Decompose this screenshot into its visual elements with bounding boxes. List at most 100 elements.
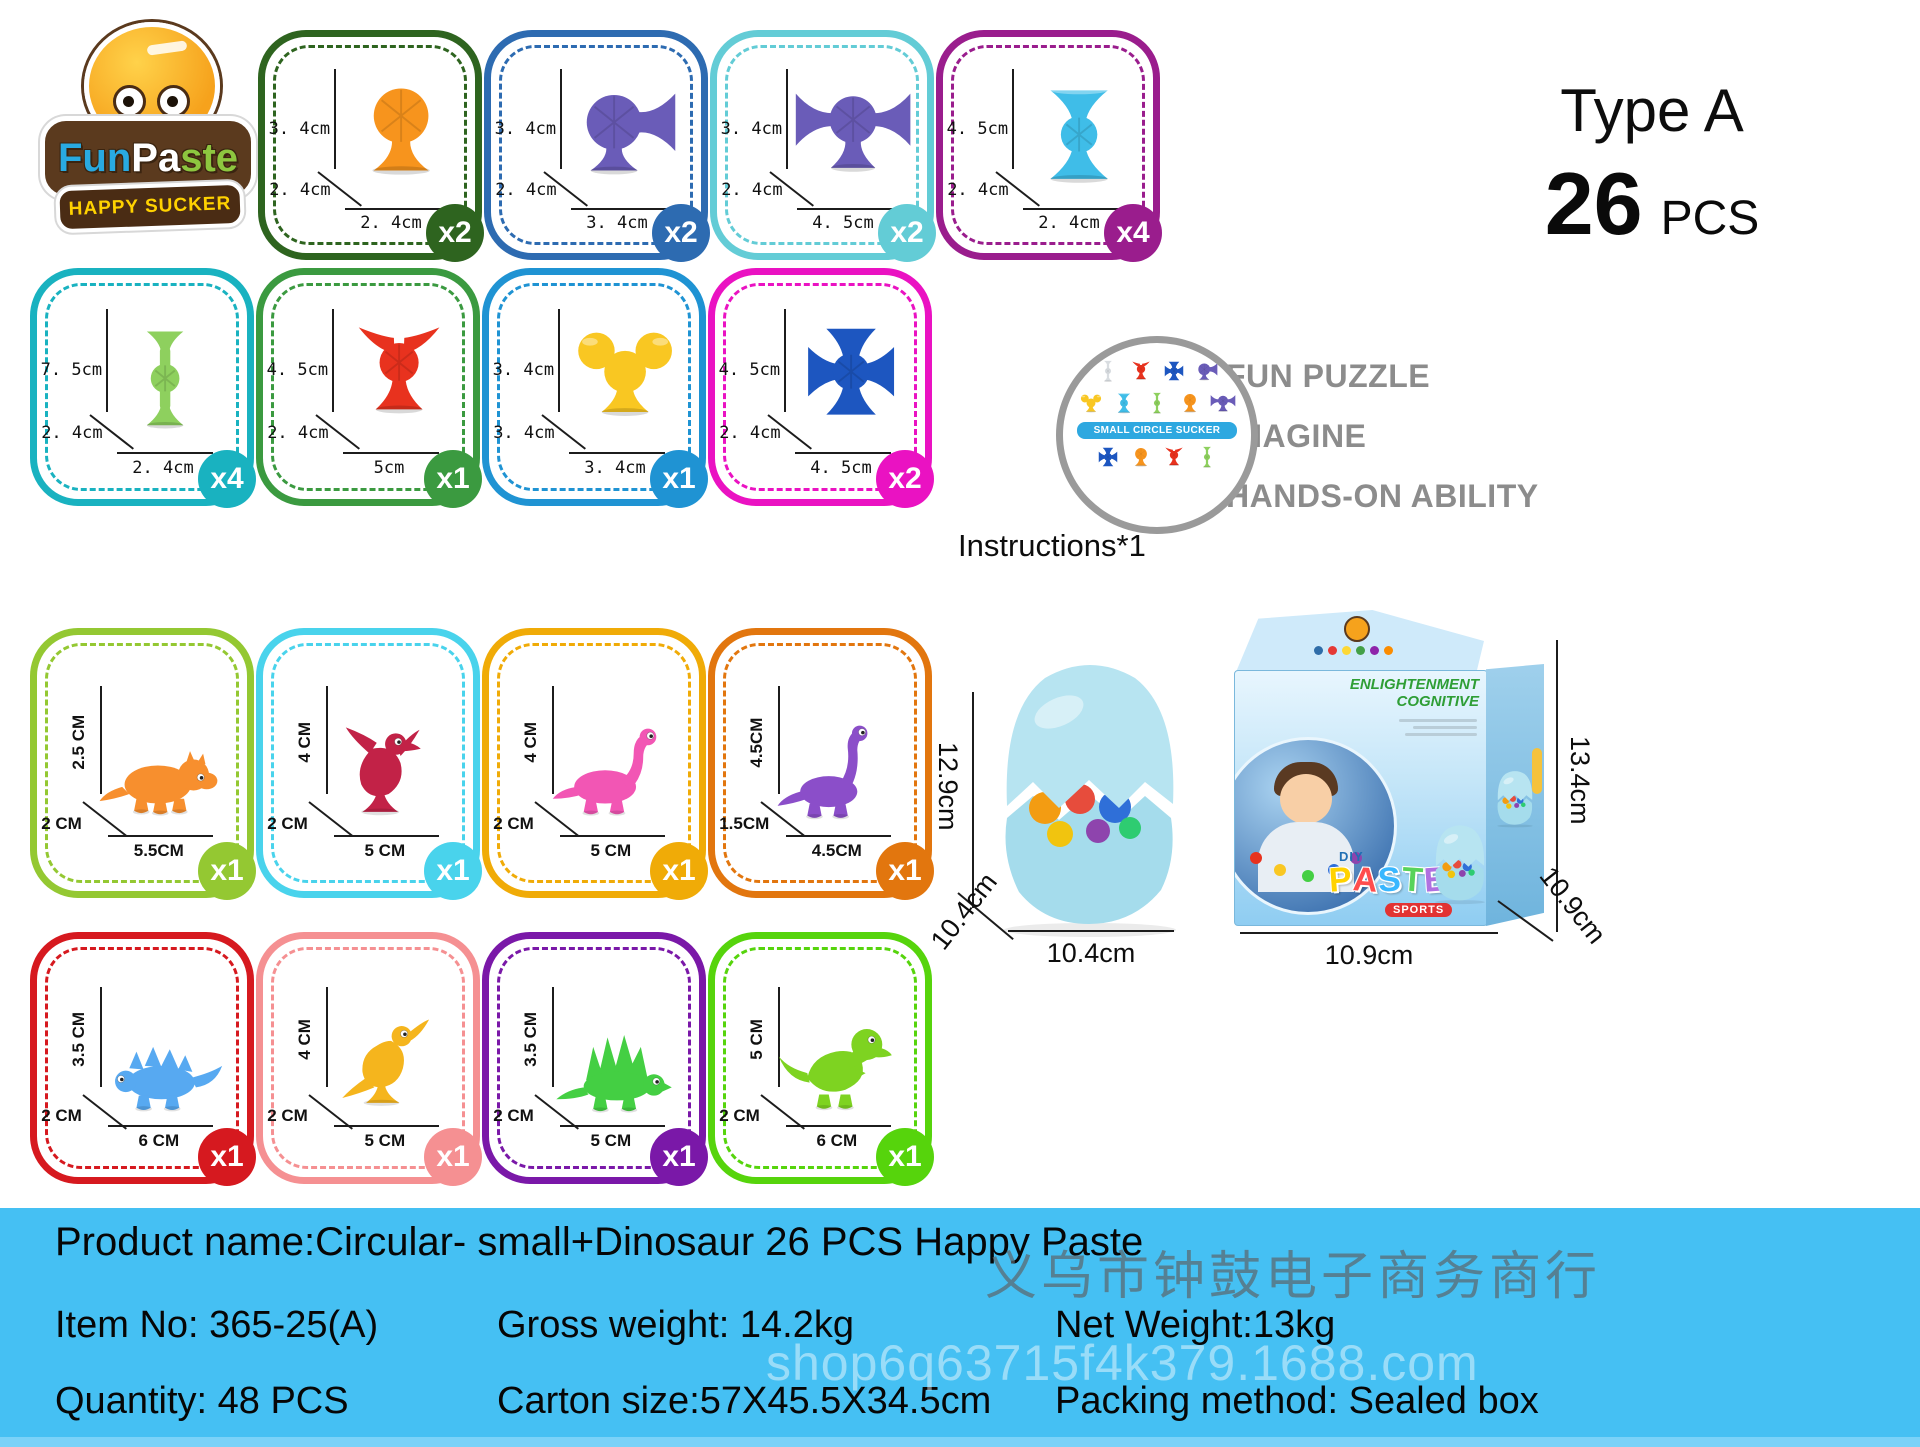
box-width-line bbox=[1240, 932, 1498, 934]
width-dimension-label: 3. 4cm bbox=[584, 457, 646, 478]
height-dimension-line bbox=[784, 308, 787, 412]
height-dimension-line bbox=[334, 69, 337, 169]
paste-letter: S bbox=[1376, 860, 1404, 900]
toy-image bbox=[1014, 59, 1144, 210]
egg-width-label: 10.4cm bbox=[1046, 938, 1136, 968]
mini-toy-row bbox=[1063, 355, 1251, 387]
depth-dimension-label: 2 CM bbox=[41, 814, 82, 834]
height-dimension-line bbox=[1012, 69, 1015, 169]
tile-dashed-border bbox=[45, 643, 239, 883]
product-tile-pink-brontosaurus: 4 CM 2 CM 5 CM x1 bbox=[482, 628, 708, 900]
width-dimension-label: 5.5CM bbox=[133, 841, 184, 861]
packing-method: Packing method: Sealed box bbox=[1055, 1380, 1539, 1422]
width-dimension-line bbox=[344, 207, 442, 210]
quantity-badge: x1 bbox=[650, 450, 708, 508]
product-tile-yellow-parasaur: 4 CM 2 CM 5 CM x1 bbox=[256, 932, 482, 1186]
product-tile-red-wing-sucker: 4. 5cm 2. 4cm 5cm x1 bbox=[256, 268, 482, 508]
brand-logo: FunPaste HAPPY SUCKER bbox=[40, 22, 256, 234]
width-dimension-label: 2. 4cm bbox=[132, 457, 194, 478]
height-dimension-line bbox=[326, 686, 328, 794]
toy-dot bbox=[1350, 852, 1362, 864]
height-dimension-label: 4 CM bbox=[294, 722, 314, 763]
feature-label: FUN PUZZLE bbox=[1226, 358, 1431, 394]
toy-image bbox=[336, 61, 466, 199]
width-dimension-label: 6 CM bbox=[816, 1130, 858, 1150]
toy-image bbox=[548, 1010, 691, 1134]
mini-bat3-icon bbox=[1127, 355, 1155, 387]
quantity-badge: x2 bbox=[878, 204, 936, 262]
paste-letter: P bbox=[1327, 860, 1354, 900]
quantity-badge: x2 bbox=[426, 204, 484, 262]
feature-list: FUN PUZZLE IMAGINE HANDS-ON ABILITY bbox=[1188, 358, 1539, 515]
retail-box-image: ENLIGHTENMENT COGNITIVE DIY PASTE SPORTS bbox=[1228, 610, 1546, 932]
product-tile-blue-hourglass-sucker: 4. 5cm 2. 4cm 2. 4cm x4 bbox=[936, 30, 1162, 262]
tile-dashed-border bbox=[723, 283, 917, 491]
depth-dimension-label: 2. 4cm bbox=[719, 422, 781, 443]
logo-text-ste: ste bbox=[180, 135, 239, 180]
height-dimension-label: 4.5CM bbox=[746, 717, 766, 768]
mini-wide-icon bbox=[1209, 387, 1237, 419]
depth-dimension-label: 2. 4cm bbox=[41, 422, 103, 443]
toy-dot bbox=[1328, 864, 1340, 876]
product-tile-blue-cross-sucker: 4. 5cm 2. 4cm 4. 5cm x2 bbox=[708, 268, 934, 508]
quantity-badge: x1 bbox=[650, 1128, 708, 1186]
instructions-caption: Instructions*1 bbox=[958, 528, 1146, 563]
mini-ball-icon bbox=[1176, 387, 1204, 419]
depth-dimension-label: 2 CM bbox=[267, 814, 308, 834]
quantity-badge: x2 bbox=[876, 450, 934, 508]
height-dimension-label: 4 CM bbox=[520, 722, 540, 763]
mascot-shine bbox=[146, 40, 188, 56]
feature-label: HANDS-ON ABILITY bbox=[1226, 478, 1539, 514]
net-weight: Net Weight:13kg bbox=[1055, 1304, 1336, 1346]
logo-text-pa: Pa bbox=[131, 135, 181, 180]
toy-dot bbox=[1250, 852, 1262, 864]
width-dimension-label: 5cm bbox=[373, 457, 405, 478]
depth-dimension-label: 2 CM bbox=[493, 1105, 534, 1125]
quantity: Quantity: 48 PCS bbox=[55, 1380, 349, 1422]
product-tile-orange-triceratops: 2.5 CM 2 CM 5.5CM x1 bbox=[30, 628, 256, 900]
width-dimension-label: 5 CM bbox=[364, 841, 406, 861]
egg-width-line bbox=[1008, 930, 1174, 932]
width-dimension-line bbox=[334, 834, 440, 837]
width-dimension-label: 3. 4cm bbox=[586, 213, 648, 234]
egg-package-image bbox=[985, 650, 1195, 940]
logo-ribbon: HAPPY SUCKER bbox=[55, 180, 245, 234]
width-dimension-line bbox=[568, 451, 666, 454]
quantity-badge: x1 bbox=[876, 842, 934, 900]
box-title-line1: ENLIGHTENMENT bbox=[1349, 676, 1479, 693]
width-dimension-label: 2. 4cm bbox=[360, 213, 422, 234]
pieces-unit: PCS bbox=[1660, 192, 1760, 245]
depth-dimension-label: 2. 4cm bbox=[947, 179, 1009, 200]
height-dimension-line bbox=[552, 986, 554, 1087]
quantity-badge: x2 bbox=[652, 204, 710, 262]
footer-bottom-strip bbox=[0, 1437, 1920, 1447]
height-dimension-line bbox=[560, 69, 563, 169]
toy-image bbox=[786, 300, 916, 443]
mini-toy-row bbox=[1063, 441, 1251, 473]
boy-face bbox=[1280, 774, 1332, 824]
height-dimension-label: 4. 5cm bbox=[718, 360, 781, 381]
mini-toy-row bbox=[1063, 387, 1251, 419]
type-label: Type A bbox=[1560, 77, 1744, 144]
type-count-block: Type A 26 PCS bbox=[1462, 76, 1842, 255]
toy-image bbox=[334, 300, 464, 443]
width-dimension-label: 5 CM bbox=[364, 1130, 406, 1150]
height-dimension-line bbox=[786, 69, 789, 169]
color-dot-icon bbox=[1328, 646, 1337, 655]
toy-image bbox=[322, 1010, 465, 1134]
height-dimension-label: 3. 4cm bbox=[720, 119, 783, 140]
width-dimension-line bbox=[108, 834, 214, 837]
gross-weight: Gross weight: 14.2kg bbox=[497, 1304, 854, 1346]
toy-image bbox=[562, 61, 692, 199]
height-dimension-label: 4. 5cm bbox=[946, 119, 1009, 140]
box-fine-print bbox=[1413, 726, 1477, 729]
depth-dimension-label: 2. 4cm bbox=[495, 179, 557, 200]
mini-cross-icon bbox=[1094, 441, 1122, 473]
toy-image bbox=[788, 61, 918, 199]
mini-stick-icon bbox=[1094, 355, 1122, 387]
depth-dimension-label: 2 CM bbox=[493, 814, 534, 834]
logo-tagline: HAPPY SUCKER bbox=[68, 193, 232, 220]
depth-dimension-label: 1.5CM bbox=[719, 814, 770, 834]
box-child-photo bbox=[1235, 737, 1397, 915]
tile-dashed-border bbox=[45, 283, 239, 491]
